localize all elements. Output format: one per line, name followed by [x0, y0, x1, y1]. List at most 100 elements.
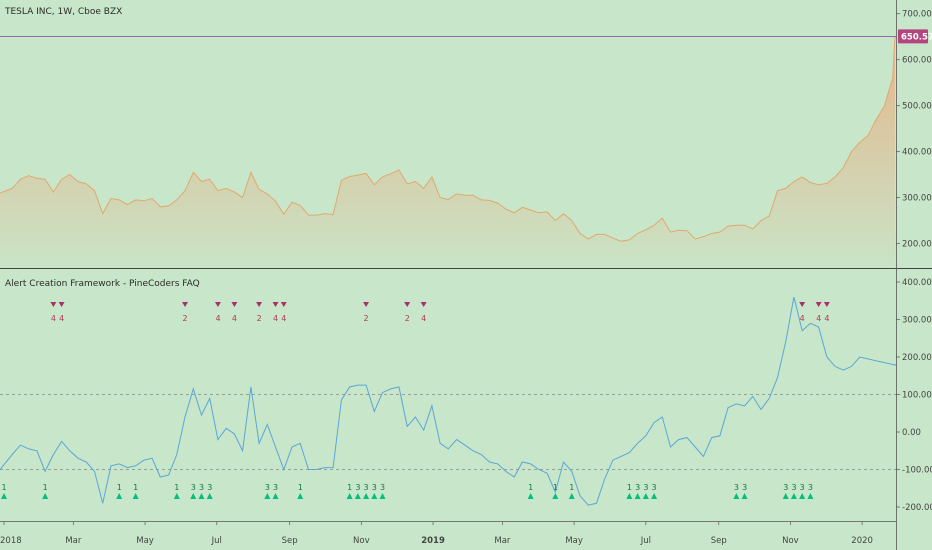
buy-signal-marker	[297, 493, 304, 499]
indicator-title: Alert Creation Framework - PineCoders FA…	[5, 279, 200, 289]
buy-signal-marker	[354, 493, 361, 499]
buy-signal-marker	[634, 493, 641, 499]
sell-signal-label: 2	[183, 314, 188, 323]
sell-signal-label: 4	[421, 314, 426, 323]
oscillator-pane: 4 4 2 4 4 2 4 4 2 2 4 4 4 41 1 1 1 1 3 3 3 3 3 1 1 3 3 3 3 1 1 1 1 3 3 3 3 3 3…	[0, 278, 932, 513]
last-price-badge	[898, 29, 928, 44]
price-y-tick-label: 600.00	[902, 56, 932, 66]
sell-signal-marker	[231, 302, 238, 307]
sell-signal-label: 4	[824, 314, 829, 323]
buy-signal-marker	[626, 493, 633, 499]
sell-signal-marker	[256, 302, 263, 307]
x-tick-label: Mar	[65, 536, 82, 546]
sell-signal-label: 4	[816, 314, 821, 323]
buy-signal-label: 1	[553, 483, 558, 492]
price-y-tick-label: 400.00	[902, 148, 932, 158]
buy-signal-marker	[190, 493, 197, 499]
sell-signal-marker	[420, 302, 427, 307]
sell-signal-marker	[50, 302, 57, 307]
buy-signal-marker	[346, 493, 353, 499]
buy-signal-marker	[272, 493, 279, 499]
buy-signal-marker	[642, 493, 649, 499]
x-tick-label: Jul	[211, 536, 222, 546]
x-tick-label: 2020	[851, 536, 873, 546]
price-series-line	[0, 36, 896, 242]
buy-signal-marker	[527, 493, 534, 499]
sell-signal-label: 4	[215, 314, 220, 323]
buy-signal-label: 3	[199, 483, 204, 492]
buy-signal-marker	[206, 493, 213, 499]
buy-signal-label: 3	[742, 483, 747, 492]
buy-signal-marker	[132, 493, 139, 499]
buy-signal-marker	[568, 493, 575, 499]
x-tick-label: Sep	[711, 536, 727, 546]
buy-signal-label: 3	[800, 483, 805, 492]
price-y-tick-label: 200.00	[902, 240, 932, 250]
buy-signal-label: 3	[734, 483, 739, 492]
x-tick-label: 2019	[421, 536, 445, 546]
last-price-label: 650.57	[901, 32, 932, 42]
sell-signal-marker	[58, 302, 65, 307]
osc-y-tick-label: 400.00	[902, 278, 932, 288]
buy-signal-label: 1	[528, 483, 533, 492]
sell-signal-label: 2	[364, 314, 369, 323]
buy-signal-label: 3	[380, 483, 385, 492]
buy-signal-label: 3	[791, 483, 796, 492]
x-tick-label: Nov	[782, 536, 799, 546]
buy-signal-marker	[790, 493, 797, 499]
sell-signal-marker	[823, 302, 830, 307]
buy-signal-label: 1	[298, 483, 303, 492]
sell-signal-label: 4	[59, 314, 64, 323]
price-chart-title: TESLA INC, 1W, Cboe BZX	[4, 7, 122, 17]
buy-signal-label: 3	[635, 483, 640, 492]
sell-signal-marker	[182, 302, 189, 307]
sell-signal-marker	[363, 302, 370, 307]
buy-signal-label: 1	[627, 483, 632, 492]
buy-signal-marker	[379, 493, 386, 499]
sell-signal-marker	[280, 302, 287, 307]
buy-signal-label: 1	[569, 483, 574, 492]
buy-signal-label: 3	[273, 483, 278, 492]
osc-y-tick-label: 0.00	[902, 428, 921, 438]
sell-signal-label: 4	[232, 314, 237, 323]
sell-signal-marker	[404, 302, 411, 307]
osc-y-tick-label: -100.00	[902, 466, 932, 476]
buy-signal-label: 3	[372, 483, 377, 492]
buy-signal-marker	[198, 493, 205, 499]
buy-signal-marker	[116, 493, 123, 499]
buy-signal-label: 3	[783, 483, 788, 492]
x-tick-label: Jul	[640, 536, 651, 546]
buy-signal-label: 3	[364, 483, 369, 492]
buy-signal-marker	[782, 493, 789, 499]
sell-signal-label: 2	[257, 314, 262, 323]
buy-signal-label: 3	[191, 483, 196, 492]
buy-signal-label: 1	[347, 483, 352, 492]
buy-signal-marker	[807, 493, 814, 499]
buy-signal-label: 1	[174, 483, 179, 492]
buy-signal-label: 1	[43, 483, 48, 492]
price-area-fill	[0, 36, 895, 269]
buy-signal-marker	[363, 493, 370, 499]
x-tick-label: Sep	[282, 536, 298, 546]
sell-signal-marker	[272, 302, 279, 307]
buy-signal-label: 3	[652, 483, 657, 492]
sell-signal-label: 2	[405, 314, 410, 323]
buy-signal-marker	[173, 493, 180, 499]
buy-signal-marker	[371, 493, 378, 499]
x-tick-label: Nov	[353, 536, 370, 546]
buy-signal-marker	[42, 493, 49, 499]
buy-signal-marker	[733, 493, 740, 499]
price-pane: 200.00 300.00 400.00 500.00 600.00 700.00 650.…	[0, 10, 932, 269]
sell-signal-label: 4	[51, 314, 56, 323]
oscillator-line	[0, 296, 896, 506]
buy-signal-label: 3	[207, 483, 212, 492]
x-tick-label: May	[565, 536, 583, 546]
osc-y-tick-label: -200.00	[902, 503, 932, 513]
price-y-tick-label: 700.00	[902, 10, 932, 20]
buy-signal-marker	[741, 493, 748, 499]
buy-signal-marker	[651, 493, 658, 499]
x-tick-label: May	[136, 536, 154, 546]
osc-y-tick-label: 200.00	[902, 353, 932, 363]
buy-signal-label: 3	[643, 483, 648, 492]
